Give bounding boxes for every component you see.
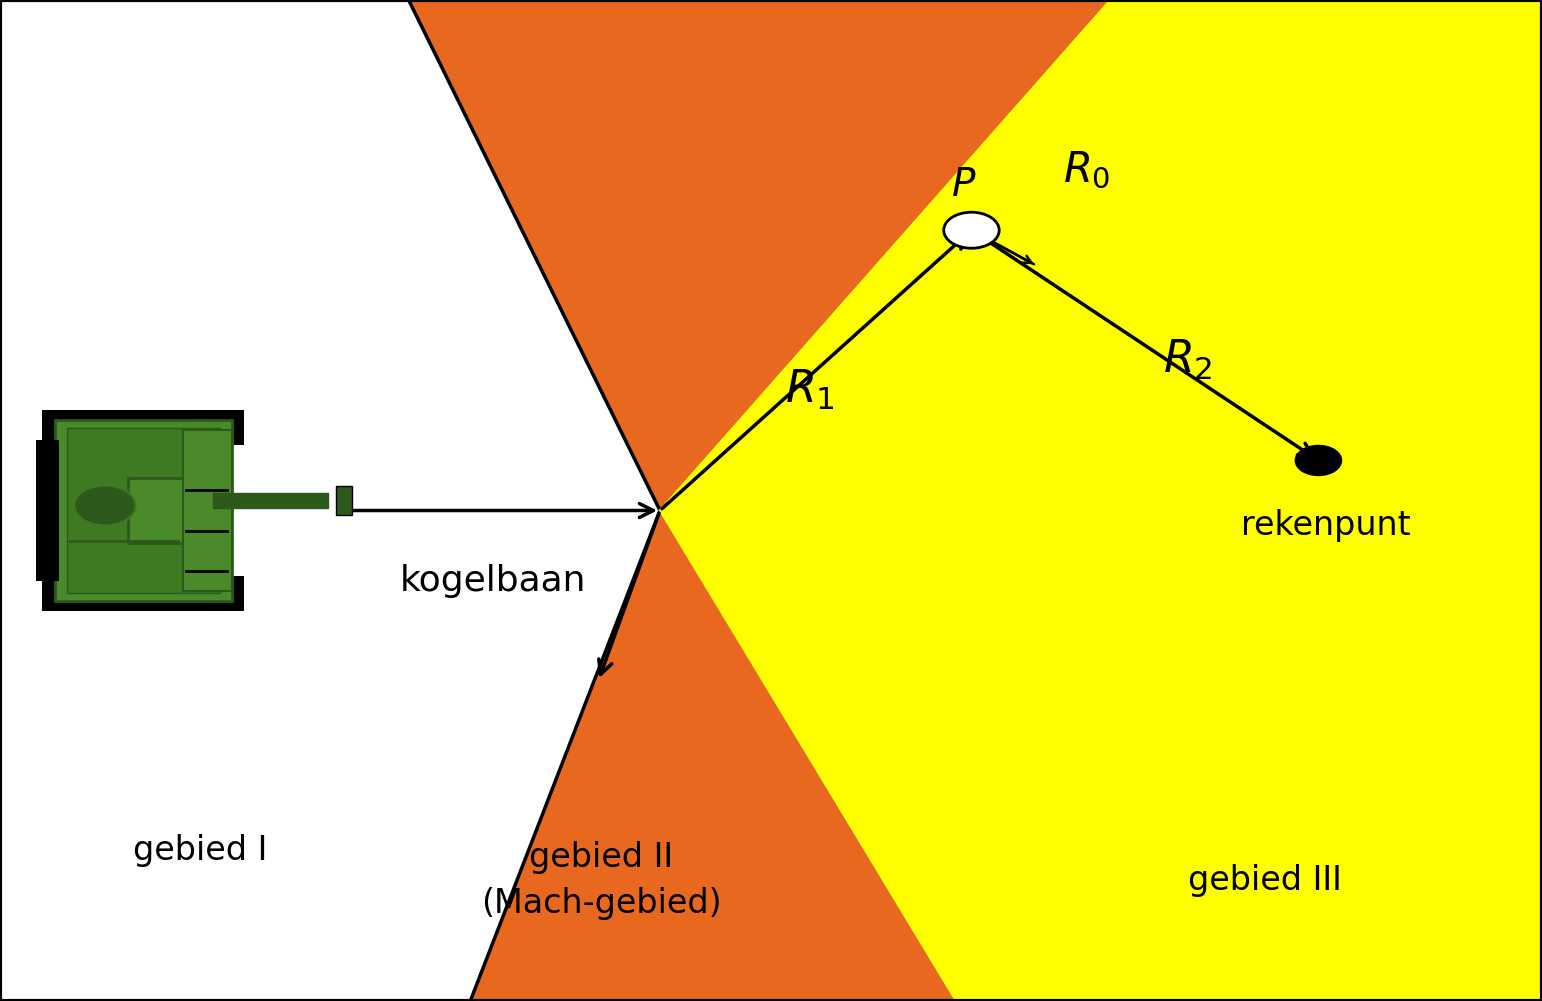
Text: kogelbaan: kogelbaan <box>401 564 586 598</box>
Bar <box>336 486 352 515</box>
Bar <box>42 410 244 445</box>
Text: gebied III: gebied III <box>1187 865 1342 897</box>
Circle shape <box>1295 445 1342 475</box>
Bar <box>182 430 231 591</box>
Circle shape <box>74 485 136 526</box>
Text: gebied I: gebied I <box>133 835 268 867</box>
Bar <box>56 420 231 601</box>
Bar <box>42 576 244 611</box>
Text: $P$: $P$ <box>951 167 976 203</box>
Text: $R_0$: $R_0$ <box>1064 149 1110 191</box>
Bar <box>213 493 328 508</box>
Bar <box>35 440 59 581</box>
Text: gebied II
(Mach-gebied): gebied II (Mach-gebied) <box>481 842 722 920</box>
Text: rekenpunt: rekenpunt <box>1241 510 1411 542</box>
Bar <box>128 477 213 543</box>
Text: $R_1$: $R_1$ <box>785 368 834 412</box>
Polygon shape <box>409 0 1542 1001</box>
Circle shape <box>944 212 999 248</box>
Text: $R_2$: $R_2$ <box>1163 338 1212 382</box>
Polygon shape <box>660 0 1542 1001</box>
Bar <box>68 428 221 593</box>
